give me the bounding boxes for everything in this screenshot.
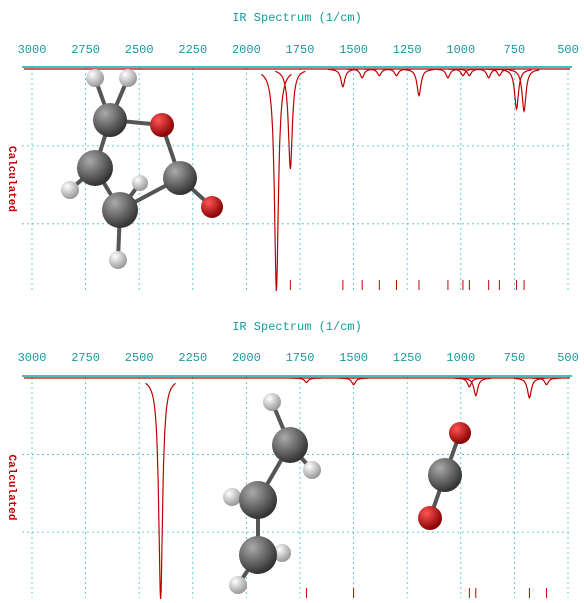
y-axis-label: Calculated xyxy=(5,454,17,520)
x-tick-label: 2000 xyxy=(232,351,261,365)
chart-title: IR Spectrum (1/cm) xyxy=(232,11,362,25)
x-tick-label: 1250 xyxy=(393,351,422,365)
x-tick-label: 750 xyxy=(504,43,526,57)
peak xyxy=(404,70,434,96)
peak xyxy=(474,69,504,78)
x-tick-label: 2750 xyxy=(71,351,100,365)
x-tick-label: 1000 xyxy=(446,43,475,57)
peak xyxy=(146,383,176,599)
x-tick-label: 1500 xyxy=(339,351,368,365)
panels: IR Spectrum (1/cm) Calculated 3000 2750 2500… xyxy=(5,11,579,599)
peak xyxy=(502,70,532,109)
peak xyxy=(514,379,544,398)
x-tick-label: 2500 xyxy=(125,43,154,57)
x-tick-label: 3000 xyxy=(18,351,47,365)
peak xyxy=(509,70,539,111)
x-tick-label: 1000 xyxy=(446,351,475,365)
molecule-2 xyxy=(223,393,471,594)
x-tick-label: 1500 xyxy=(339,43,368,57)
x-tick-label: 2000 xyxy=(232,43,261,57)
x-tick-label: 2250 xyxy=(178,43,207,57)
x-tick-label: 500 xyxy=(557,351,579,365)
screen: IR Spectrum (1/cm) Calculated 3000 2750 2500… xyxy=(0,0,584,603)
x-tick-label: 3000 xyxy=(18,43,47,57)
peak xyxy=(532,378,562,384)
x-tick-label: 750 xyxy=(504,351,526,365)
x-tick-label: 2750 xyxy=(71,43,100,57)
x-tick-label: 1750 xyxy=(286,351,315,365)
x-tick-label: 2500 xyxy=(125,351,154,365)
x-tick-label: 1250 xyxy=(393,43,422,57)
chart-title: IR Spectrum (1/cm) xyxy=(232,320,362,334)
peak xyxy=(291,378,321,382)
x-tick-label: 2250 xyxy=(178,351,207,365)
x-tick-label: 500 xyxy=(557,43,579,57)
y-axis-label: Calculated xyxy=(5,146,17,212)
x-tick-label: 1750 xyxy=(286,43,315,57)
